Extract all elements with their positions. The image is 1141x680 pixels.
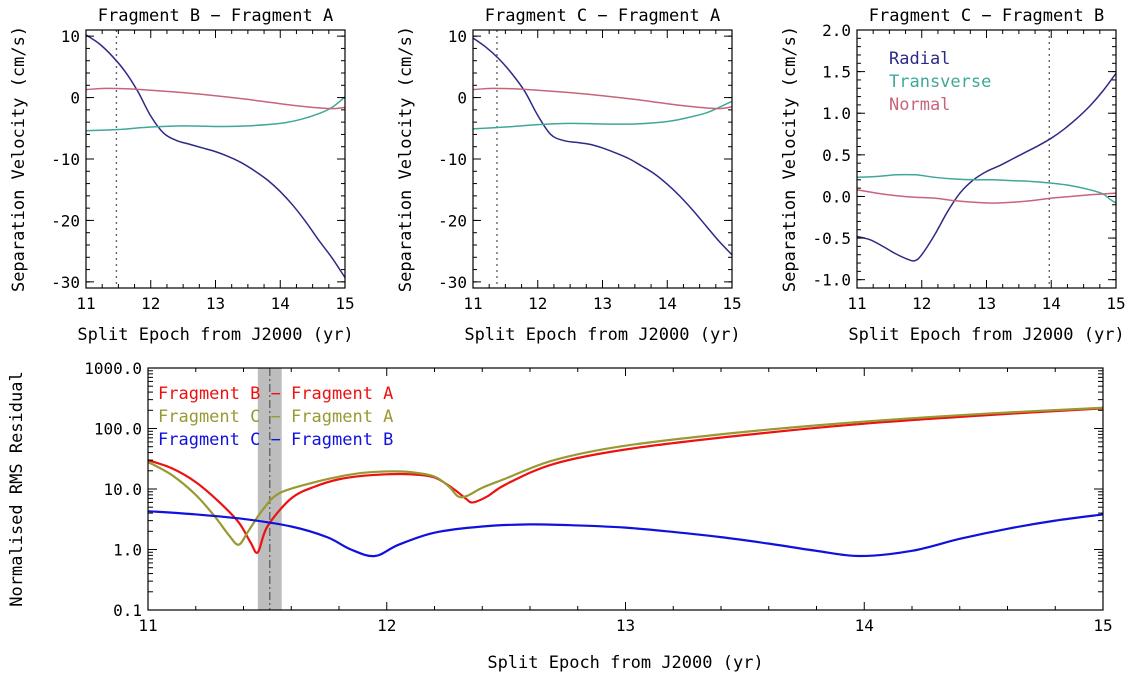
y-tick-label: 10 xyxy=(61,27,80,46)
x-tick-label: 14 xyxy=(271,294,290,313)
x-tick-label: 14 xyxy=(855,616,874,635)
y-tick-label: -30 xyxy=(438,273,467,292)
y-axis-label: Normalised RMS Residual xyxy=(7,371,27,606)
series-line-3 xyxy=(86,87,345,110)
series-line-3 xyxy=(857,189,1116,204)
y-tick-label: 100.0 xyxy=(94,420,142,439)
y-tick-label: -30 xyxy=(51,273,80,292)
y-tick-label: -10 xyxy=(51,150,80,169)
y-tick-label: -1.0 xyxy=(812,271,851,290)
y-tick-label: 0.1 xyxy=(113,601,142,620)
y-tick-label: 2.0 xyxy=(822,21,851,40)
chart-title: Fragment B − Fragment A xyxy=(98,6,333,26)
legend-entry: Radial xyxy=(889,49,950,69)
x-tick-label: 13 xyxy=(206,294,225,313)
chart-title: Fragment C − Fragment A xyxy=(485,6,720,26)
y-tick-label: -10 xyxy=(438,150,467,169)
y-tick-label: 0.5 xyxy=(822,146,851,165)
x-axis-label: Split Epoch from J2000 (yr) xyxy=(848,325,1124,345)
x-tick-label: 12 xyxy=(912,294,931,313)
plot-frame xyxy=(85,29,346,289)
y-axis-label: Separation Velocity (cm/s) xyxy=(780,26,800,292)
series-line-2 xyxy=(473,100,732,130)
y-axis-label: Separation Velocity (cm/s) xyxy=(396,26,416,292)
series-line-1 xyxy=(857,72,1116,262)
y-tick-label: 10 xyxy=(448,27,467,46)
chart-panel-4: 11 12 13 14 15 1000.0 100.0 10.0 1.0 0.1 Split Epo… xyxy=(7,359,1113,673)
y-tick-label: 0 xyxy=(70,89,80,108)
x-tick-label: 15 xyxy=(722,294,741,313)
x-tick-label: 13 xyxy=(977,294,996,313)
series-line-1 xyxy=(86,34,345,278)
x-tick-label: 15 xyxy=(1093,616,1112,635)
x-tick-label: 12 xyxy=(377,616,396,635)
x-tick-label: 11 xyxy=(847,294,866,313)
chart-panel-2: 11 12 13 14 15 10 0 -10 -20 -30 Fragment C − Fragm… xyxy=(396,6,742,345)
y-tick-label: 0.0 xyxy=(822,187,851,206)
x-tick-label: 12 xyxy=(141,294,160,313)
x-tick-label: 11 xyxy=(463,294,482,313)
y-tick-label: 0 xyxy=(457,89,467,108)
y-tick-label: -0.5 xyxy=(812,229,851,248)
x-tick-label: 13 xyxy=(616,616,635,635)
legend-entry: Fragment C − Fragment B xyxy=(158,430,393,450)
series-line-2 xyxy=(857,173,1116,204)
legend-entry: Normal xyxy=(889,95,950,115)
x-tick-label: 15 xyxy=(1106,294,1125,313)
series-line-2 xyxy=(148,406,1103,546)
x-tick-label: 11 xyxy=(138,616,157,635)
legend: Radial Transverse Normal xyxy=(889,49,991,115)
series-line-3 xyxy=(148,510,1103,558)
x-tick-label: 14 xyxy=(1042,294,1061,313)
x-axis-label: Split Epoch from J2000 (yr) xyxy=(77,325,353,345)
y-axis-label: Separation Velocity (cm/s) xyxy=(9,26,29,292)
y-tick-label: 10.0 xyxy=(103,480,142,499)
y-tick-label: 1.0 xyxy=(113,541,142,560)
x-tick-label: 12 xyxy=(528,294,547,313)
legend: Fragment B − Fragment A Fragment C − Frag… xyxy=(158,384,393,450)
x-tick-label: 15 xyxy=(335,294,354,313)
chart-panel-3: 11 12 13 14 15 2.0 1.5 1.0 0.5 0.0 -0.5 -1.0 Fragmen… xyxy=(780,6,1126,345)
chart-panel-1: 11 12 13 14 15 10 0 -10 -20 -30 Fragment B − Fragm… xyxy=(9,6,355,345)
x-axis-label: Split Epoch from J2000 (yr) xyxy=(487,653,763,673)
x-tick-label: 14 xyxy=(658,294,677,313)
series-line-2 xyxy=(86,96,345,132)
plot-frame xyxy=(472,29,733,289)
series-line-1 xyxy=(473,37,732,256)
y-tick-label: 1000.0 xyxy=(84,359,142,378)
shaded-band xyxy=(257,368,282,610)
y-tick-label: -20 xyxy=(438,211,467,230)
x-tick-label: 11 xyxy=(76,294,95,313)
series-line-3 xyxy=(473,87,732,110)
y-tick-label: -20 xyxy=(51,211,80,230)
y-tick-label: 1.0 xyxy=(822,104,851,123)
legend-entry: Fragment B − Fragment A xyxy=(158,384,393,404)
legend-entry: Fragment C − Fragment A xyxy=(158,407,393,427)
x-axis-label: Split Epoch from J2000 (yr) xyxy=(464,325,740,345)
chart-title: Fragment C − Fragment B xyxy=(869,6,1104,26)
x-tick-label: 13 xyxy=(593,294,612,313)
legend-entry: Transverse xyxy=(889,72,991,92)
series-line-1 xyxy=(148,407,1103,554)
y-tick-label: 1.5 xyxy=(822,63,851,82)
